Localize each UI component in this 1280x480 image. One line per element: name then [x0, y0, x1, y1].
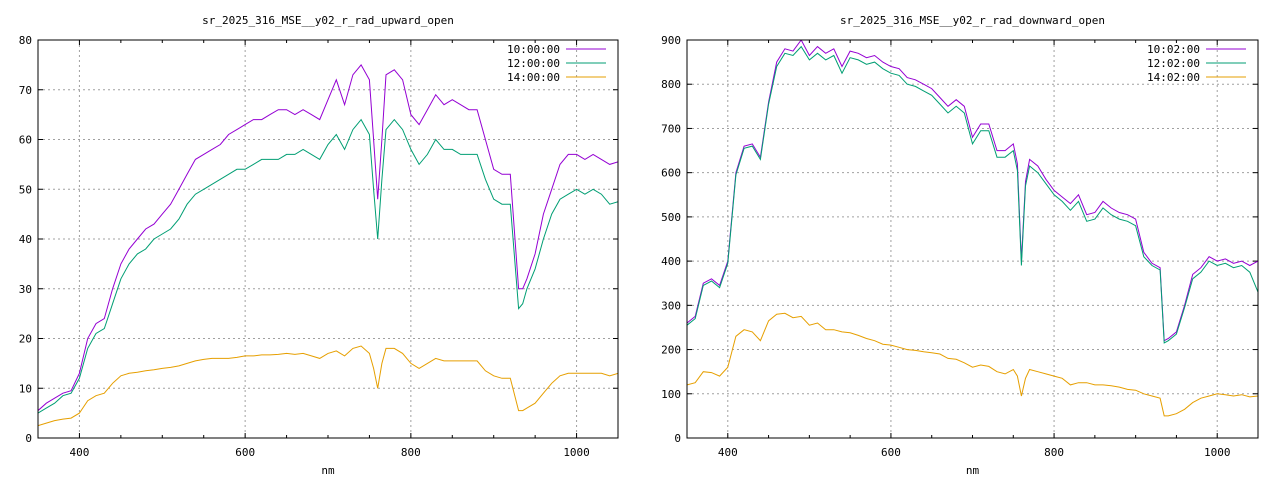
- x-axis-label: nm: [321, 464, 335, 477]
- x-tick-label: 400: [69, 446, 89, 459]
- series-line-2: [38, 345, 618, 427]
- series-line-1: [687, 45, 1258, 344]
- legend-label: 10:02:00: [1147, 43, 1200, 56]
- legend-label: 14:02:00: [1147, 71, 1200, 84]
- y-tick-label: 50: [19, 183, 32, 196]
- y-tick-label: 0: [674, 432, 681, 445]
- y-tick-label: 300: [661, 299, 681, 312]
- x-axis-label: nm: [966, 464, 980, 477]
- x-tick-label: 400: [718, 446, 738, 459]
- y-tick-label: 400: [661, 255, 681, 268]
- y-tick-label: 0: [25, 432, 32, 445]
- chart-title: sr_2025_316_MSE__y02_r_rad_downward_open: [840, 14, 1105, 27]
- y-tick-label: 30: [19, 283, 32, 296]
- x-tick-label: 1000: [563, 446, 590, 459]
- legend-label: 10:00:00: [507, 43, 560, 56]
- y-tick-label: 800: [661, 78, 681, 91]
- x-tick-label: 800: [401, 446, 421, 459]
- legend-label: 12:00:00: [507, 57, 560, 70]
- series-line-2: [687, 312, 1258, 417]
- y-tick-label: 100: [661, 388, 681, 401]
- chart-panel-0: sr_2025_316_MSE__y02_r_rad_upward_open 0 1…: [19, 14, 619, 477]
- plot-frame: [686, 39, 1259, 439]
- x-tick-label: 800: [1044, 446, 1064, 459]
- y-tick-label: 80: [19, 34, 32, 47]
- series-line-0: [38, 64, 618, 411]
- series-line-1: [38, 118, 618, 414]
- y-tick-label: 500: [661, 211, 681, 224]
- y-tick-label: 700: [661, 122, 681, 135]
- y-tick-label: 40: [19, 233, 32, 246]
- y-tick-label: 900: [661, 34, 681, 47]
- y-tick-label: 20: [19, 333, 32, 346]
- chart-title: sr_2025_316_MSE__y02_r_rad_upward_open: [202, 14, 454, 27]
- x-tick-label: 600: [881, 446, 901, 459]
- x-tick-label: 1000: [1204, 446, 1231, 459]
- y-tick-label: 60: [19, 134, 32, 147]
- chart-panel-1: sr_2025_316_MSE__y02_r_rad_downward_open…: [661, 14, 1259, 477]
- y-tick-label: 10: [19, 382, 32, 395]
- legend-label: 14:00:00: [507, 71, 560, 84]
- x-tick-label: 600: [235, 446, 255, 459]
- legend-label: 12:02:00: [1147, 57, 1200, 70]
- plot-frame: [37, 39, 619, 439]
- y-tick-label: 70: [19, 84, 32, 97]
- y-tick-label: 200: [661, 344, 681, 357]
- y-tick-label: 600: [661, 167, 681, 180]
